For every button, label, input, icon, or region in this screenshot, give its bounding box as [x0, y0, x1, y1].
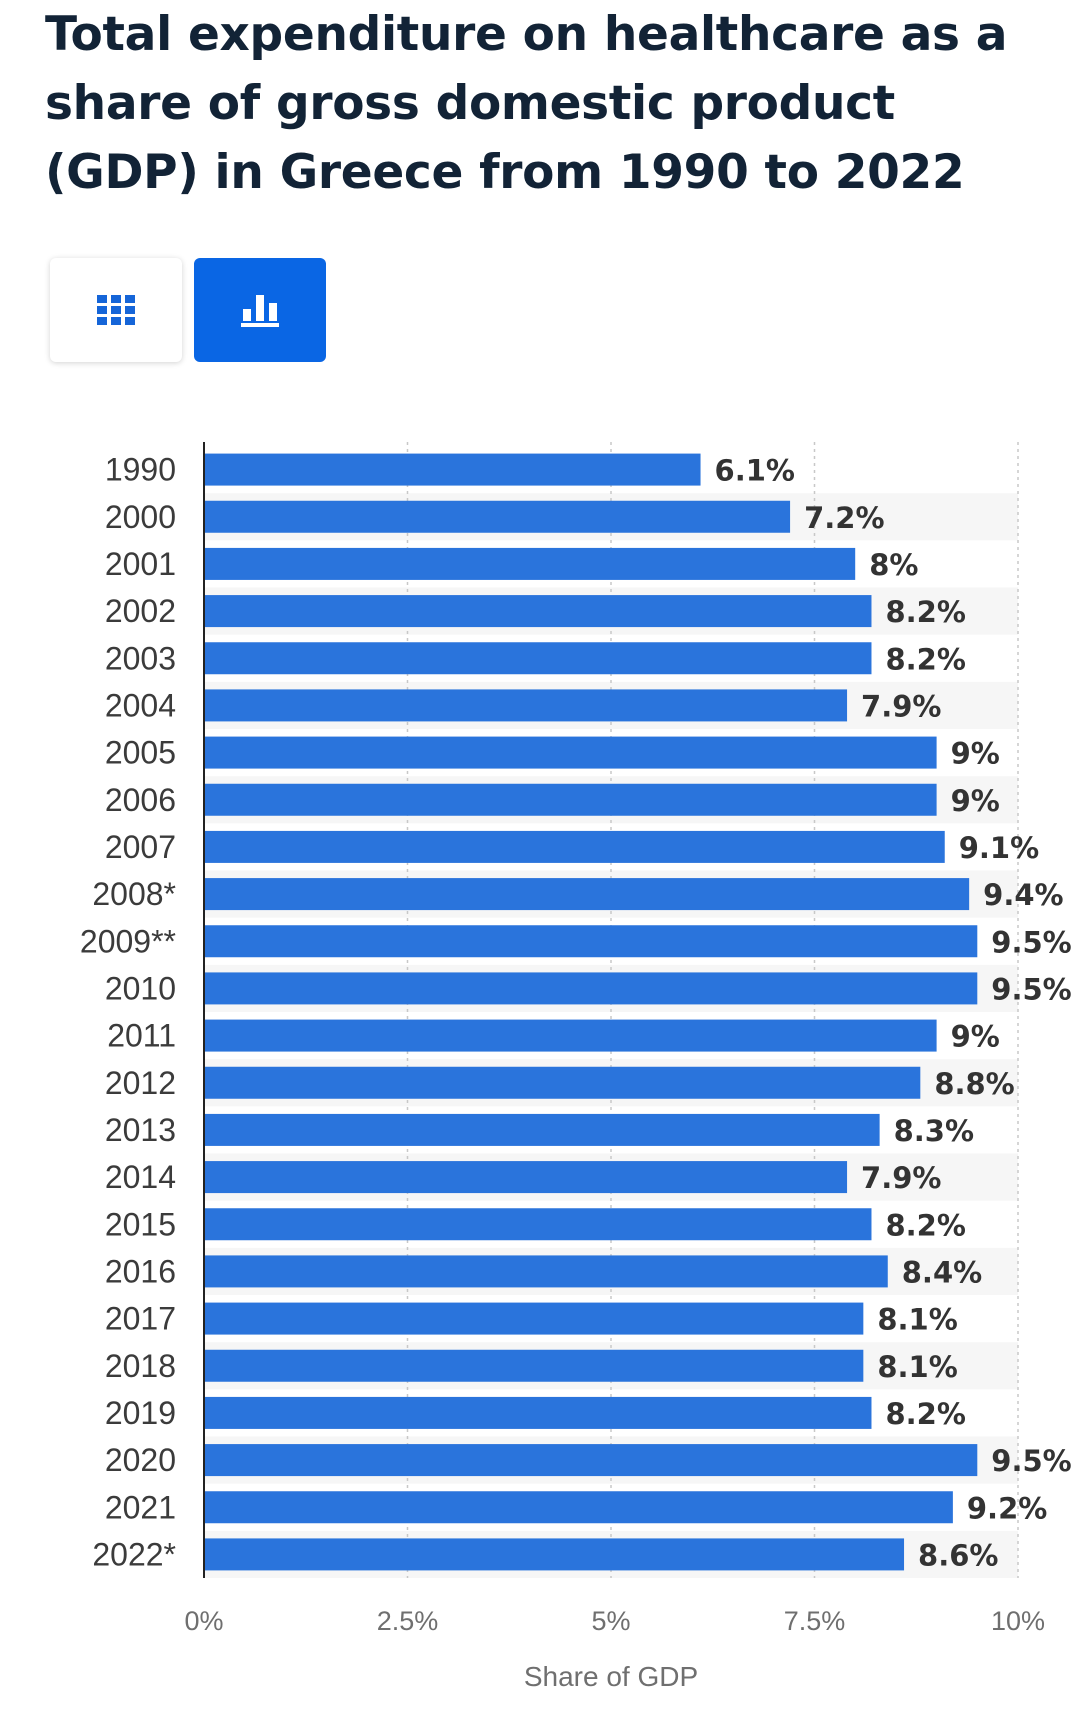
bar	[204, 1302, 864, 1335]
x-tick-label: 10%	[991, 1606, 1045, 1636]
bar	[204, 783, 937, 816]
bar	[204, 1349, 864, 1382]
bar	[204, 1491, 953, 1524]
y-tick-label: 2003	[105, 640, 176, 676]
data-label: 8.1%	[877, 1350, 957, 1384]
y-tick-label: 2000	[105, 499, 176, 535]
data-label: 7.9%	[861, 1161, 941, 1195]
x-tick-label: 2.5%	[377, 1606, 439, 1636]
bar	[204, 1208, 872, 1241]
data-label: 7.2%	[804, 501, 884, 535]
data-label: 9.5%	[991, 972, 1071, 1006]
y-tick-label: 2011	[107, 1018, 176, 1054]
bar-chart-icon	[241, 295, 279, 327]
y-tick-label: 2005	[105, 735, 176, 771]
y-tick-label: 2016	[105, 1253, 176, 1289]
grid-icon	[97, 295, 135, 325]
y-tick-label: 2001	[105, 546, 176, 582]
data-label: 8.2%	[885, 642, 965, 676]
bar	[204, 1161, 848, 1194]
y-tick-label: 2007	[105, 829, 176, 865]
data-label: 9.2%	[967, 1491, 1047, 1525]
gridlines	[406, 442, 1019, 1578]
x-tick-label: 7.5%	[784, 1606, 846, 1636]
y-tick-label: 2008*	[92, 876, 176, 912]
y-tick-label: 1990	[105, 452, 176, 488]
bar	[204, 1113, 880, 1146]
bar	[204, 1444, 978, 1477]
data-label: 9%	[951, 784, 1000, 818]
bar	[204, 972, 978, 1005]
bar	[204, 736, 937, 769]
y-tick-label: 2019	[105, 1395, 176, 1431]
y-axis-tick-labels: 1990 2000 2001 2002 2003 2004 2005 2006 2007 2008…	[80, 452, 176, 1573]
data-label: 8.1%	[877, 1303, 957, 1337]
x-axis-label: Share of GDP	[524, 1661, 698, 1692]
bar	[204, 642, 872, 675]
y-tick-label: 2012	[105, 1065, 176, 1101]
y-tick-label: 2002	[105, 593, 176, 629]
bar	[204, 547, 856, 580]
data-label: 6.1%	[715, 454, 795, 488]
data-label: 8.4%	[902, 1255, 982, 1289]
data-label: 8.6%	[918, 1538, 998, 1572]
data-label: 9.5%	[991, 1444, 1071, 1478]
data-label: 9%	[951, 737, 1000, 771]
x-tick-label: 0%	[184, 1606, 223, 1636]
data-label: 8.2%	[885, 1208, 965, 1242]
x-tick-label: 5%	[591, 1606, 630, 1636]
bar	[204, 1255, 888, 1288]
y-tick-label: 2006	[105, 782, 176, 818]
bars	[204, 453, 978, 1571]
x-axis-tick-labels: 0% 2.5% 5% 7.5% 10%	[184, 1606, 1045, 1636]
data-label: 8%	[869, 548, 918, 582]
data-label: 9.5%	[991, 925, 1071, 959]
data-label: 8.2%	[885, 595, 965, 629]
y-tick-label: 2010	[105, 970, 176, 1006]
y-tick-label: 2017	[105, 1301, 176, 1337]
y-tick-label: 2014	[105, 1159, 176, 1195]
table-view-button[interactable]	[50, 258, 182, 362]
bar	[204, 1396, 872, 1429]
data-label: 9.4%	[983, 878, 1063, 912]
page-title: Total expenditure on healthcare as a sha…	[45, 7, 1008, 200]
bar	[204, 1538, 905, 1571]
data-label: 8.2%	[885, 1397, 965, 1431]
data-label: 8.8%	[934, 1067, 1014, 1101]
y-tick-label: 2022*	[92, 1536, 176, 1572]
bar	[204, 453, 701, 486]
bar	[204, 1019, 937, 1052]
y-tick-label: 2004	[105, 687, 176, 723]
y-tick-label: 2021	[105, 1489, 176, 1525]
data-label: 8.3%	[894, 1114, 974, 1148]
bar	[204, 878, 970, 911]
data-label: 7.9%	[861, 689, 941, 723]
chart-view-button[interactable]	[194, 258, 326, 362]
y-tick-label: 2015	[105, 1206, 176, 1242]
data-labels: 6.1% 7.2% 8% 8.2% 8.2% 7.9% 9% 9% 9.1% 9.4% 9.5% 9.…	[715, 454, 1072, 1573]
y-tick-label: 2009**	[80, 923, 176, 959]
bar	[204, 830, 945, 863]
y-tick-label: 2018	[105, 1348, 176, 1384]
y-tick-label: 2020	[105, 1442, 176, 1478]
bar	[204, 500, 791, 533]
data-label: 9.1%	[959, 831, 1039, 865]
bar	[204, 689, 848, 722]
data-label: 9%	[951, 1020, 1000, 1054]
bar	[204, 925, 978, 958]
y-tick-label: 2013	[105, 1112, 176, 1148]
bar	[204, 595, 872, 628]
bar	[204, 1066, 921, 1099]
